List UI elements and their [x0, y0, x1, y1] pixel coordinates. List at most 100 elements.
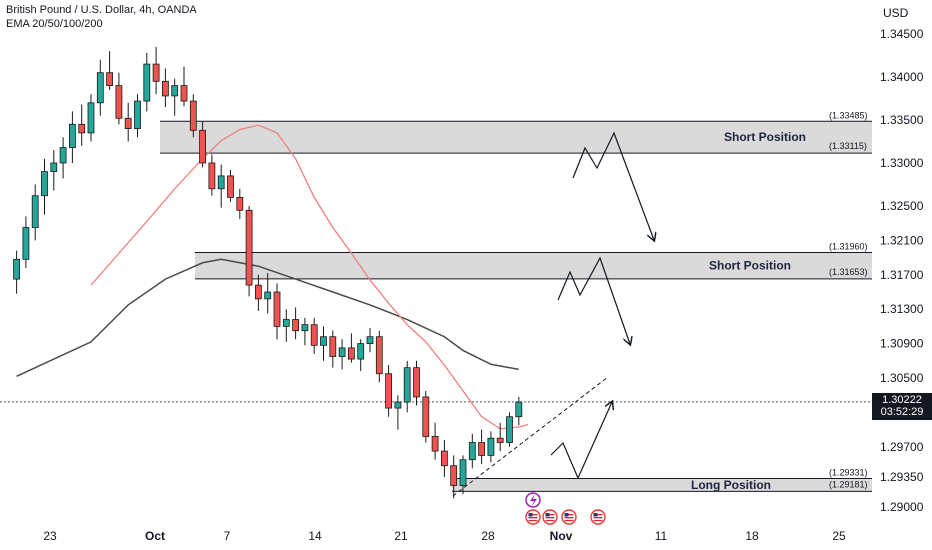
x-axis[interactable]: 23 Oct 7 14 21 28 Nov 11 18 25	[43, 529, 846, 543]
candle	[124, 102, 132, 142]
candle-body	[292, 319, 300, 332]
candle-body	[22, 227, 30, 260]
candle-body	[282, 319, 290, 327]
candle	[394, 395, 402, 430]
candle	[199, 121, 207, 168]
candle-body	[459, 459, 467, 486]
candle	[31, 184, 39, 241]
candle-body	[375, 336, 383, 375]
candle	[189, 94, 197, 138]
candle	[320, 326, 327, 361]
candle-body	[50, 162, 58, 173]
candle	[487, 431, 495, 463]
candle	[506, 412, 513, 447]
candle-body	[31, 195, 39, 228]
candle-body	[59, 147, 67, 164]
ema-lines	[16, 124, 529, 430]
x-tick-label: 11	[655, 529, 668, 543]
zone-box	[195, 252, 872, 279]
zone-label: Long Position	[691, 478, 771, 492]
candle	[96, 59, 104, 116]
zone-bottom-value: (1.33115)	[829, 141, 867, 151]
candle	[338, 339, 346, 370]
candle	[403, 360, 411, 413]
candle-body	[487, 437, 495, 456]
bar-countdown: 03:52:29	[880, 406, 924, 418]
candle	[78, 104, 86, 146]
y-tick-label: 1.29700	[880, 440, 924, 454]
candle	[292, 307, 300, 340]
candle-body	[347, 347, 355, 360]
zone-top-value: (1.29331)	[829, 468, 868, 478]
zone-top-value: (1.31960)	[829, 241, 868, 251]
candle	[515, 396, 523, 426]
candle	[468, 433, 476, 469]
candle-body	[152, 63, 160, 82]
candle	[413, 360, 420, 406]
candle-body	[450, 465, 458, 486]
y-tick-label: 1.31300	[880, 302, 924, 316]
candle	[431, 422, 439, 460]
candle-body	[13, 258, 20, 280]
x-tick-label: 28	[481, 529, 495, 543]
candle-body	[124, 117, 132, 129]
candle-body	[217, 175, 225, 190]
x-tick-label: 21	[394, 529, 408, 543]
candle-body	[403, 367, 411, 403]
x-tick-label: Oct	[145, 529, 165, 543]
y-tick-label: 1.31700	[880, 268, 924, 282]
us-flag-icon	[590, 509, 606, 525]
candle-body	[254, 284, 262, 300]
candle	[87, 94, 95, 142]
candle-body	[208, 162, 216, 190]
candle-body	[338, 347, 346, 357]
candle	[143, 52, 151, 112]
candle-body	[115, 85, 123, 119]
candle	[301, 317, 309, 346]
candle-body	[236, 196, 244, 211]
event-icons[interactable]	[525, 492, 606, 525]
y-tick-label: 1.32500	[880, 199, 924, 213]
y-tick-label: 1.29000	[880, 500, 924, 514]
candle-body	[161, 80, 169, 97]
candle-body	[506, 416, 513, 443]
y-axis[interactable]: 1.34500 1.34000 1.33500 1.33000 1.32500 1.321…	[880, 27, 924, 514]
zone-bottom-value: (1.29181)	[829, 479, 868, 489]
zone-top-value: (1.33485)	[829, 110, 868, 120]
y-tick-label: 1.32100	[880, 233, 924, 247]
y-tick-label: 1.34000	[880, 70, 924, 84]
ema-slow-line	[16, 258, 519, 377]
current-price-badge: 1.30222 03:52:29	[872, 393, 932, 420]
currency-label[interactable]: USD	[883, 6, 909, 20]
candle-body	[468, 442, 476, 461]
scenario-arrow	[572, 131, 654, 240]
candle	[134, 94, 141, 138]
candle	[422, 390, 430, 443]
candle-body	[87, 102, 95, 134]
x-tick-label: 25	[832, 529, 846, 543]
candle-body	[134, 100, 141, 130]
candle	[496, 422, 504, 452]
candle	[347, 333, 355, 363]
candle	[478, 429, 486, 464]
candle	[310, 317, 318, 354]
candle-body	[431, 436, 439, 452]
candle-body	[199, 129, 207, 164]
candle-body	[394, 401, 402, 409]
candle-body	[422, 396, 430, 437]
candle-body	[357, 343, 365, 360]
candle-body	[310, 324, 318, 346]
candle	[59, 137, 67, 179]
indicator-legend[interactable]: EMA 20/50/100/200	[6, 18, 103, 30]
candle	[385, 365, 393, 417]
candle	[161, 68, 169, 108]
scenario-arrow	[550, 402, 612, 480]
x-tick-label: 18	[745, 529, 759, 543]
candle-body	[413, 367, 420, 398]
candle	[254, 274, 262, 311]
candle-body	[496, 437, 504, 443]
candle	[264, 273, 272, 314]
candle-body	[478, 442, 486, 456]
candle	[50, 150, 58, 191]
